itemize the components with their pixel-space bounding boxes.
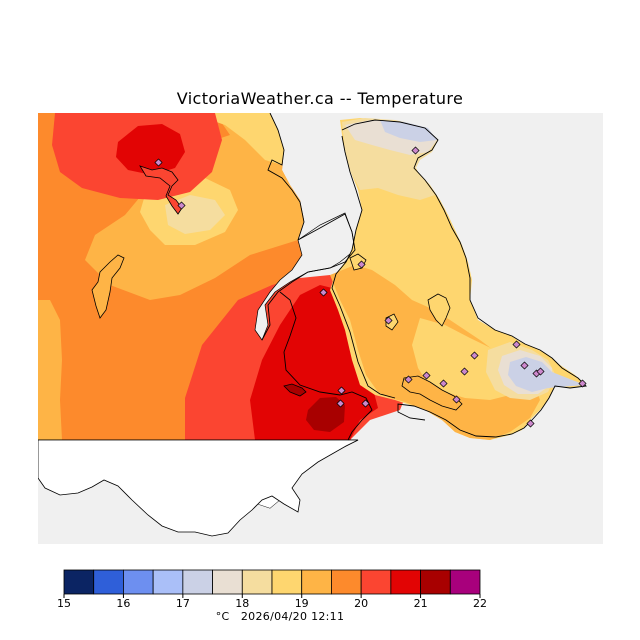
legend-swatch (212, 569, 243, 595)
legend-footer: °C 2026/04/20 12:11 (0, 610, 560, 623)
legend-swatch (182, 569, 213, 595)
east-coastline (331, 119, 587, 438)
station-marker[interactable] (512, 340, 521, 349)
station-marker[interactable] (452, 395, 461, 404)
station-marker[interactable] (404, 375, 413, 384)
legend-swatch (360, 569, 392, 595)
station-marker[interactable] (526, 419, 535, 428)
legend-swatch (241, 569, 273, 595)
station-marker[interactable] (520, 361, 529, 370)
station-marker[interactable] (460, 367, 469, 376)
station-marker[interactable] (536, 367, 545, 376)
legend-tick: 16 (116, 597, 131, 610)
legend-swatch (301, 569, 332, 595)
legend-tick: 21 (413, 597, 428, 610)
legend-swatch (420, 569, 451, 595)
south-peninsula-coast (38, 439, 359, 537)
map-title: VictoriaWeather.ca -- Temperature (176, 89, 464, 108)
timestamp-label: 2026/04/20 12:11 (240, 610, 345, 623)
legend-tick: 15 (57, 597, 71, 610)
island-southeast (401, 375, 463, 411)
station-markers (154, 146, 587, 428)
legend-swatch (449, 569, 481, 595)
legend-swatch (271, 569, 303, 595)
south-warm-21 (306, 397, 345, 432)
island-west (91, 254, 125, 319)
west-band-19 (38, 300, 62, 440)
station-marker[interactable] (439, 379, 448, 388)
legend-tick: 18 (235, 597, 250, 610)
station-marker[interactable] (470, 351, 479, 360)
station-marker[interactable] (154, 158, 163, 167)
station-marker[interactable] (177, 201, 186, 210)
west-temperature-field (38, 113, 410, 440)
station-marker[interactable] (336, 399, 345, 408)
station-marker[interactable] (578, 379, 587, 388)
legend-tick: 19 (294, 597, 309, 610)
upper-band-18-5 (190, 113, 284, 165)
station-marker[interactable] (422, 371, 431, 380)
temperature-legend (63, 569, 481, 598)
legend-tick: 17 (175, 597, 190, 610)
legend-swatch (123, 569, 154, 595)
legend-swatch (152, 569, 184, 595)
station-marker[interactable] (361, 399, 370, 408)
legend-tick: 20 (354, 597, 369, 610)
lake-south (283, 383, 307, 397)
station-marker[interactable] (384, 316, 393, 325)
station-marker[interactable] (357, 260, 366, 269)
legend-swatch (331, 569, 362, 595)
legend-swatch (93, 569, 124, 595)
station-marker[interactable] (337, 386, 346, 395)
nw-warm-21 (116, 124, 185, 175)
lake-east (427, 293, 451, 327)
legend-swatch (63, 569, 95, 595)
station-marker[interactable] (319, 288, 328, 297)
legend-swatch (390, 569, 421, 595)
units-label: °C (215, 610, 230, 623)
legend-tick: 22 (473, 597, 487, 610)
north-band-17 (380, 120, 437, 142)
west-coastline (261, 113, 373, 441)
station-marker[interactable] (411, 146, 420, 155)
east-temperature-field (330, 118, 585, 440)
